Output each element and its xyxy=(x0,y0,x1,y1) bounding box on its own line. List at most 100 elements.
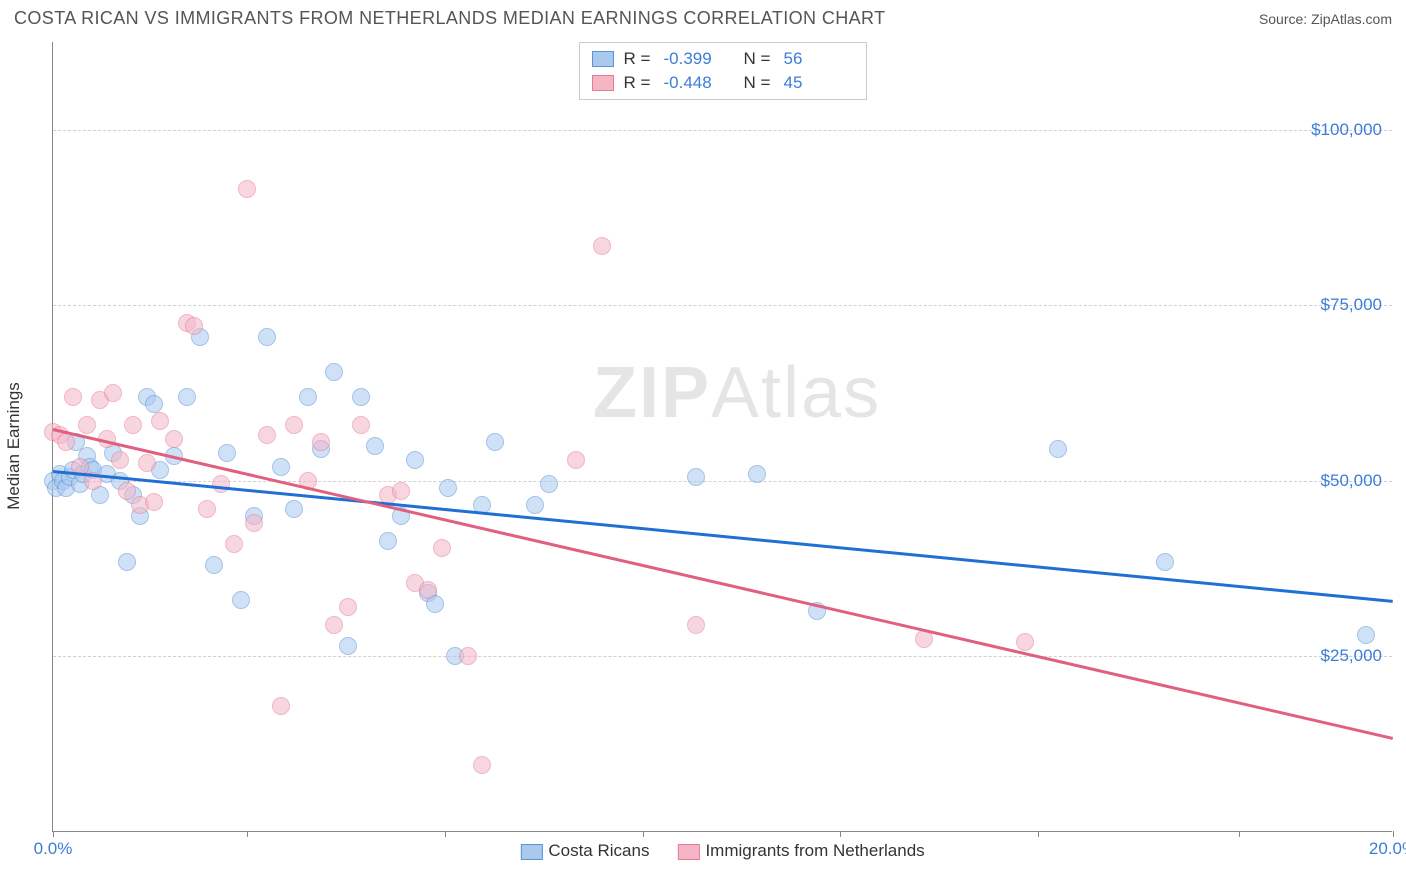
legend-r-label: R = xyxy=(624,73,654,93)
x-tick-mark xyxy=(1038,831,1039,837)
data-point xyxy=(205,556,223,574)
data-point xyxy=(325,363,343,381)
legend-series-label: Costa Ricans xyxy=(548,841,649,860)
gridline xyxy=(53,305,1392,306)
legend-r-label: R = xyxy=(624,49,654,69)
data-point xyxy=(339,598,357,616)
data-point xyxy=(198,500,216,518)
data-point xyxy=(225,535,243,553)
data-point xyxy=(165,430,183,448)
data-point xyxy=(433,539,451,557)
data-point xyxy=(272,458,290,476)
chart-title: COSTA RICAN VS IMMIGRANTS FROM NETHERLAN… xyxy=(14,8,886,29)
legend-swatch xyxy=(592,75,614,91)
x-tick-mark xyxy=(1393,831,1394,837)
data-point xyxy=(486,433,504,451)
data-point xyxy=(232,591,250,609)
legend-r-value: -0.399 xyxy=(664,49,734,69)
data-point xyxy=(379,532,397,550)
legend-stat-row: R = -0.448 N = 45 xyxy=(592,71,854,95)
x-tick-mark xyxy=(247,831,248,837)
data-point xyxy=(299,388,317,406)
legend-series-item: Costa Ricans xyxy=(520,841,649,861)
data-point xyxy=(145,493,163,511)
data-point xyxy=(473,756,491,774)
x-tick-mark xyxy=(445,831,446,837)
y-tick-label: $50,000 xyxy=(1321,471,1382,491)
x-tick-label: 20.0% xyxy=(1369,839,1406,859)
legend-series-label: Immigrants from Netherlands xyxy=(705,841,924,860)
scatter-chart: ZIPAtlas R =-0.399N =56R =-0.448N =45 Co… xyxy=(52,42,1392,832)
trend-line xyxy=(53,428,1394,739)
data-point xyxy=(258,426,276,444)
data-point xyxy=(258,328,276,346)
data-point xyxy=(687,468,705,486)
legend-n-label: N = xyxy=(744,73,774,93)
data-point xyxy=(352,416,370,434)
data-point xyxy=(1016,633,1034,651)
data-point xyxy=(339,637,357,655)
y-tick-label: $25,000 xyxy=(1321,646,1382,666)
legend-n-label: N = xyxy=(744,49,774,69)
data-point xyxy=(185,317,203,335)
data-point xyxy=(245,514,263,532)
data-point xyxy=(104,384,122,402)
data-point xyxy=(366,437,384,455)
data-point xyxy=(406,451,424,469)
data-point xyxy=(687,616,705,634)
data-point xyxy=(439,479,457,497)
data-point xyxy=(64,388,82,406)
data-point xyxy=(419,581,437,599)
legend-n-value: 45 xyxy=(784,73,854,93)
data-point xyxy=(1156,553,1174,571)
data-point xyxy=(526,496,544,514)
data-point xyxy=(57,433,75,451)
source-attribution: Source: ZipAtlas.com xyxy=(1259,11,1392,27)
data-point xyxy=(212,475,230,493)
data-point xyxy=(118,482,136,500)
data-point xyxy=(325,616,343,634)
legend-swatch xyxy=(677,844,699,860)
x-tick-mark xyxy=(53,831,54,837)
gridline xyxy=(53,481,1392,482)
data-point xyxy=(145,395,163,413)
legend-r-value: -0.448 xyxy=(664,73,734,93)
series-legend: Costa Ricans Immigrants from Netherlands xyxy=(520,841,924,861)
data-point xyxy=(124,416,142,434)
data-point xyxy=(78,416,96,434)
data-point xyxy=(312,433,330,451)
gridline xyxy=(53,656,1392,657)
gridline xyxy=(53,130,1392,131)
legend-stat-row: R = -0.399 N = 56 xyxy=(592,47,854,71)
legend-swatch xyxy=(592,51,614,67)
data-point xyxy=(285,500,303,518)
data-point xyxy=(138,454,156,472)
watermark: ZIPAtlas xyxy=(593,352,881,434)
x-tick-label: 0.0% xyxy=(34,839,73,859)
data-point xyxy=(1357,626,1375,644)
data-point xyxy=(593,237,611,255)
data-point xyxy=(392,482,410,500)
legend-n-value: 56 xyxy=(784,49,854,69)
data-point xyxy=(111,451,129,469)
data-point xyxy=(1049,440,1067,458)
correlation-legend: R = -0.399 N = 56 R = -0.448 N = 45 xyxy=(579,42,867,100)
x-tick-mark xyxy=(1239,831,1240,837)
legend-series-item: Immigrants from Netherlands xyxy=(677,841,924,861)
data-point xyxy=(178,388,196,406)
data-point xyxy=(459,647,477,665)
y-axis-label: Median Earnings xyxy=(4,382,24,510)
data-point xyxy=(567,451,585,469)
y-tick-label: $100,000 xyxy=(1311,120,1382,140)
data-point xyxy=(151,412,169,430)
x-tick-mark xyxy=(643,831,644,837)
data-point xyxy=(540,475,558,493)
y-tick-label: $75,000 xyxy=(1321,295,1382,315)
data-point xyxy=(352,388,370,406)
data-point xyxy=(238,180,256,198)
data-point xyxy=(285,416,303,434)
x-tick-mark xyxy=(840,831,841,837)
legend-swatch xyxy=(520,844,542,860)
data-point xyxy=(218,444,236,462)
data-point xyxy=(118,553,136,571)
